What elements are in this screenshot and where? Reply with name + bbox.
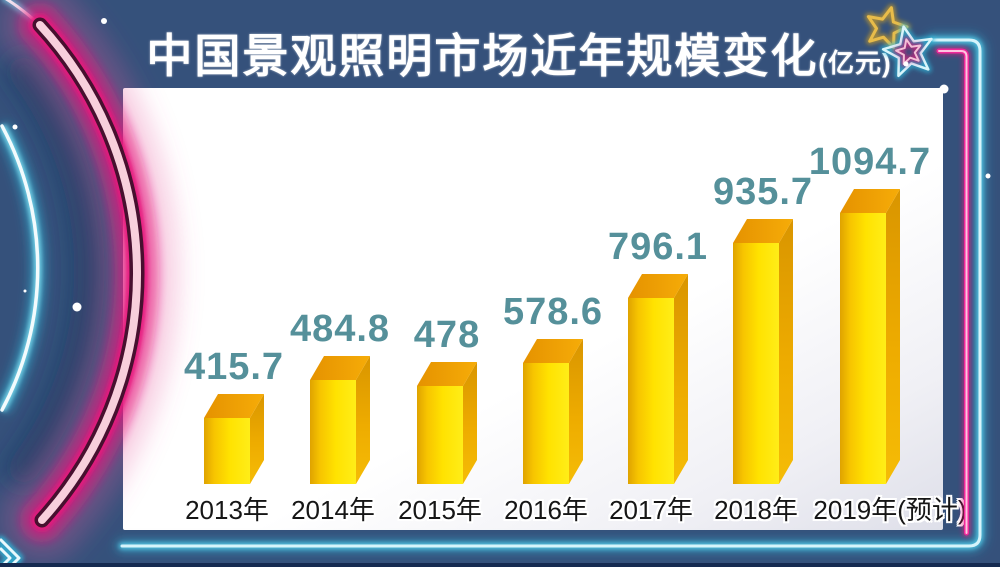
- teal-arc-icon: [0, 122, 46, 414]
- bar-value-label: 415.7: [183, 346, 285, 388]
- bottom-edge-strip: [0, 563, 1000, 567]
- bar-category-label: 2018年: [714, 495, 798, 525]
- dark-ring-arc-icon: [2, 50, 105, 490]
- bar-group: 484.8 2014年: [290, 308, 389, 525]
- bar-front-face: [204, 418, 250, 484]
- bar-category-label: 2019年(预计): [813, 495, 967, 525]
- bar-group: 935.7 2018年: [713, 171, 812, 525]
- bar-group: 1094.7 2019年(预计): [809, 141, 967, 525]
- bar-category-label: 2015年: [398, 495, 482, 525]
- bar-group: 796.1 2017年: [608, 226, 707, 525]
- bar-value-label: 796.1: [607, 226, 709, 268]
- bar-front-face: [417, 386, 463, 484]
- bar-front-face: [523, 363, 569, 484]
- bar-front-face: [628, 298, 674, 484]
- bar-front-face: [733, 243, 779, 484]
- bars-container: 415.7 2013年 484.8 2014年 478 2015年 578.6 2016年 79…: [123, 88, 967, 530]
- bar-value-label: 484.8: [289, 308, 391, 350]
- bar-group: 415.7 2013年: [184, 346, 283, 525]
- bar-category-label: 2014年: [291, 495, 375, 525]
- bar-group: 478 2015年: [398, 314, 482, 525]
- pink-border-icon: [934, 46, 971, 538]
- chart-panel: 415.7 2013年 484.8 2014年 478 2015年 578.6 2016年 79…: [123, 88, 967, 530]
- bar-category-label: 2017年: [609, 495, 693, 525]
- bar-value-label: 935.7: [712, 171, 814, 213]
- bar-value-label: 578.6: [502, 291, 604, 333]
- chart-title-unit: (亿元): [818, 48, 892, 78]
- chart-title-text: 中国景观照明市场近年规模变化: [146, 30, 819, 82]
- chart-title: 中国景观照明市场近年规模变化(亿元): [146, 20, 891, 86]
- bar-category-label: 2016年: [504, 495, 588, 525]
- bar-category-label: 2013年: [185, 495, 269, 525]
- bar-front-face: [310, 380, 356, 484]
- bar-group: 578.6 2016年: [503, 291, 602, 525]
- bar-front-face: [840, 213, 886, 484]
- bar-value-label: 478: [413, 314, 481, 356]
- bar-value-label: 1094.7: [808, 141, 932, 183]
- corner-line-icon: [0, 0, 43, 28]
